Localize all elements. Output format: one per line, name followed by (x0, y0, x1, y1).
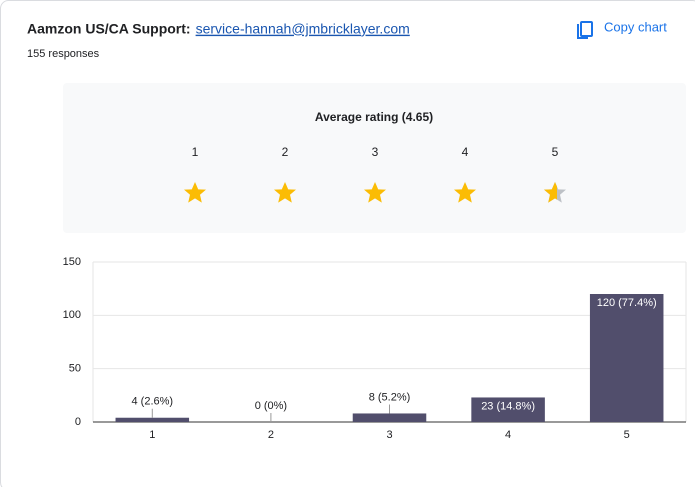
value-label: 4 (2.6%) (132, 396, 174, 408)
copy-icon (580, 21, 593, 37)
value-label: 120 (77.4%) (597, 297, 657, 309)
copy-icon-back (577, 24, 588, 39)
bar (471, 397, 545, 422)
rating-label: 5 (552, 145, 559, 159)
copy-chart-label[interactable]: Copy chart (604, 19, 667, 34)
bar (589, 294, 664, 422)
value-label: 8 (5.2%) (369, 391, 411, 403)
value-label: 23 (14.8%) (481, 400, 535, 412)
rating-panel (63, 83, 686, 233)
y-tick-label: 150 (63, 256, 81, 268)
x-tick-label: 5 (624, 429, 630, 441)
bar (352, 413, 427, 422)
y-tick-label: 50 (69, 363, 81, 375)
star (184, 182, 206, 203)
copy-chart-button[interactable]: Copy chart (575, 18, 679, 40)
rating-label: 3 (372, 145, 379, 159)
card-title: Aamzon US/CA Support: (27, 21, 191, 37)
rating-label: 1 (192, 145, 199, 159)
value-label: 0 (0%) (255, 400, 287, 412)
x-tick-label: 4 (505, 429, 511, 441)
response-count: 155 responses (27, 48, 100, 60)
email-link[interactable]: service-hannah@jmbricklayer.com (196, 21, 410, 37)
rating-label: 2 (282, 145, 289, 159)
star-partial (544, 182, 557, 203)
x-tick-label: 1 (149, 429, 155, 441)
x-tick-label: 2 (268, 429, 274, 441)
x-tick-label: 3 (386, 429, 392, 441)
rating-title: Average rating (4.65) (315, 110, 433, 124)
star (274, 182, 296, 203)
star (454, 182, 476, 203)
y-tick-label: 100 (63, 309, 81, 321)
y-tick-label: 0 (75, 416, 81, 428)
bar (115, 417, 190, 422)
rating-label: 4 (462, 145, 469, 159)
star (364, 182, 386, 203)
